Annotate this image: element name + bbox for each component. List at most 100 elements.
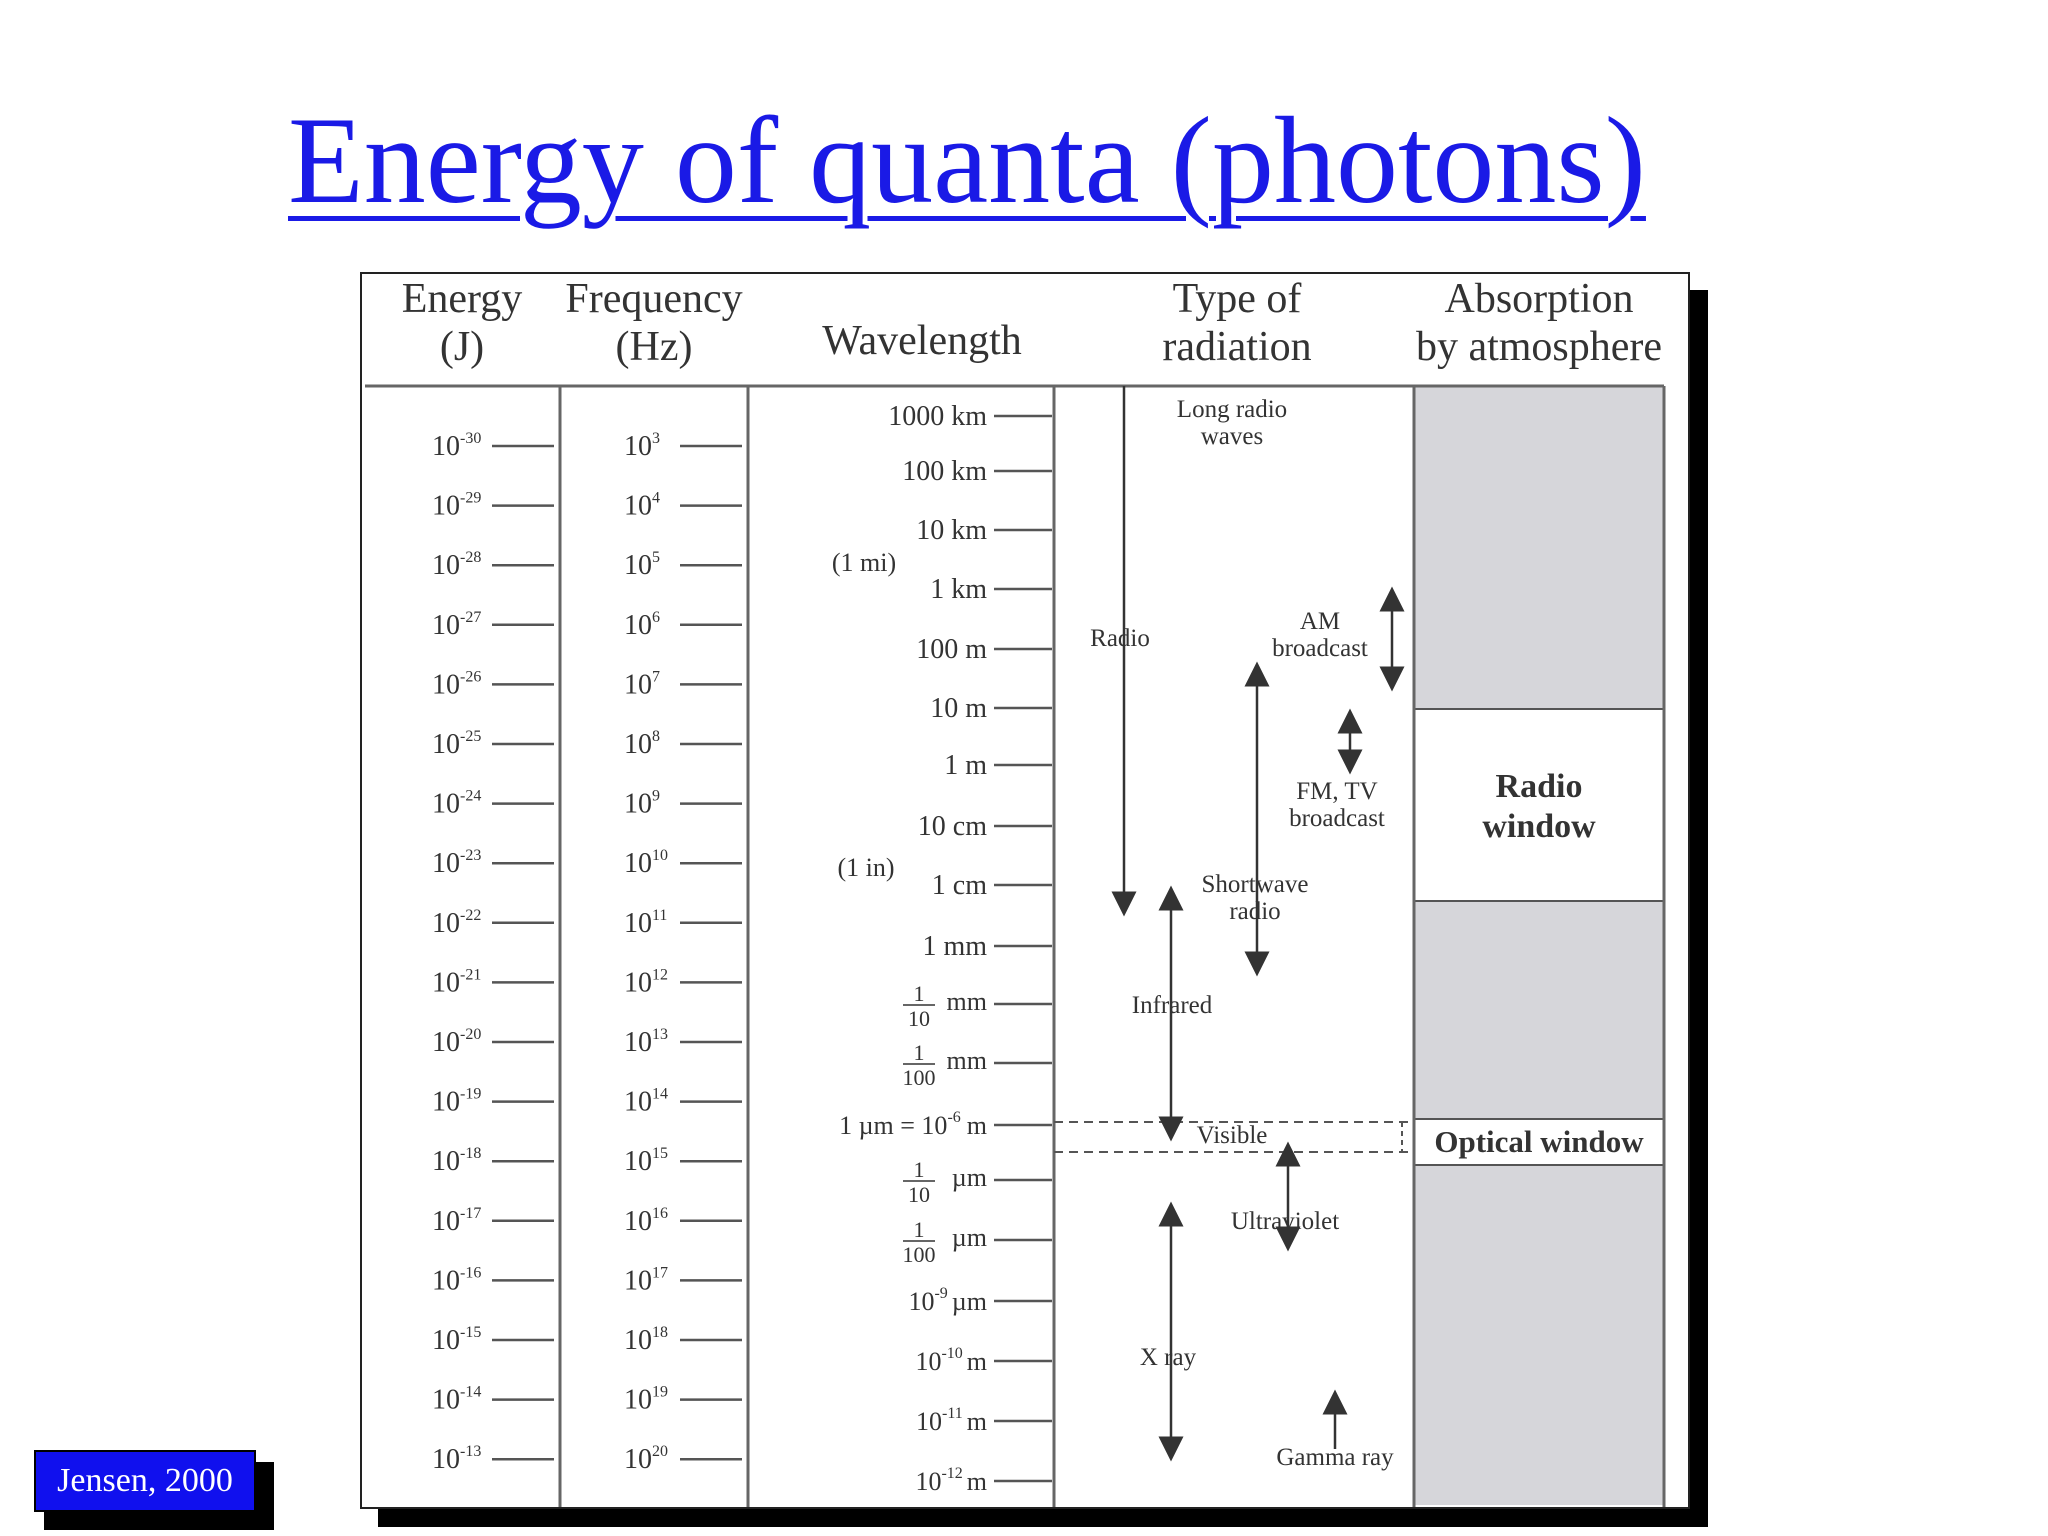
frequency-tick-label: 1018	[624, 1324, 668, 1356]
frequency-tick-label: 103	[624, 430, 660, 462]
table-frame	[365, 384, 1666, 1507]
svg-text:mm: mm	[947, 987, 987, 1016]
energy-tick-label: 10-22	[432, 907, 481, 939]
header-type: Type of radiation	[1162, 276, 1311, 370]
wavelength-ticks: 1000 km 100 km 10 km 1 km 100 m 10 m 1 m 10 cm 1…	[839, 401, 1052, 1496]
frequency-tick-label: 107	[624, 668, 660, 700]
label-ultraviolet: Ultraviolet	[1231, 1208, 1339, 1235]
wavelength-fraction-label: 110 mm	[903, 981, 987, 1031]
frequency-tick-label: 1013	[624, 1026, 668, 1058]
wavelength-tick-label: 10 cm	[918, 811, 987, 842]
energy-tick-label: 10-16	[432, 1264, 481, 1296]
credit-label: Jensen, 2000	[34, 1450, 256, 1512]
wavelength-tick-label: 10 km	[916, 515, 987, 546]
spectrum-diagram: Energy (J) Frequency (Hz) Wavelength Type …	[365, 276, 1666, 1507]
energy-tick-label: 10-24	[432, 788, 481, 820]
absorption-bands	[1414, 386, 1664, 1505]
inch-note: (1 in)	[837, 853, 894, 882]
label-am: AM broadcast	[1272, 608, 1368, 662]
svg-text:1: 1	[914, 1040, 925, 1065]
wavelength-tick-label: 1 µm = 10-6 m	[839, 1109, 987, 1140]
frequency-tick-label: 1020	[624, 1443, 668, 1475]
wavelength-tick-label: 1 mm	[922, 931, 987, 962]
label-long-radio: Long radio waves	[1177, 396, 1287, 450]
wavelength-tick-label: 10-9 µm	[908, 1285, 987, 1316]
label-infrared: Infrared	[1132, 992, 1213, 1019]
absorbed-band-infrared	[1414, 901, 1664, 1119]
wavelength-fraction-label: 110 µm	[903, 1157, 987, 1207]
frequency-ticks: 103 104 105 106 107 108 109 1010 1011 1012 1013 101…	[624, 430, 742, 1475]
frequency-tick-label: 1017	[624, 1264, 668, 1296]
wavelength-tick-label: 1 m	[944, 750, 987, 781]
wavelength-tick-label: 10 m	[930, 693, 987, 724]
optical-window-band	[1414, 1119, 1664, 1165]
label-optical-window: Optical window	[1434, 1124, 1644, 1159]
label-gamma: Gamma ray	[1276, 1444, 1394, 1471]
wavelength-tick-label: 10-10 m	[915, 1345, 987, 1376]
energy-tick-label: 10-15	[432, 1324, 481, 1356]
svg-text:1: 1	[914, 981, 925, 1006]
frequency-tick-label: 1010	[624, 847, 668, 879]
energy-tick-label: 10-26	[432, 668, 481, 700]
wavelength-tick-label: 10-12 m	[915, 1465, 987, 1496]
svg-text:1: 1	[914, 1157, 925, 1182]
energy-tick-label: 10-21	[432, 966, 481, 998]
frequency-tick-label: 1012	[624, 966, 668, 998]
radio-window-band	[1414, 709, 1664, 901]
frequency-tick-label: 106	[624, 609, 660, 641]
label-radio-window: Radio window	[1482, 768, 1596, 845]
svg-text:µm: µm	[952, 1223, 987, 1252]
radiation-arrows	[1111, 386, 1405, 1462]
wavelength-tick-label: 100 m	[916, 634, 987, 665]
wavelength-tick-label: 1 cm	[932, 870, 987, 901]
frequency-tick-label: 1015	[624, 1145, 668, 1177]
svg-text:100: 100	[903, 1065, 936, 1090]
frequency-tick-label: 1019	[624, 1384, 668, 1416]
energy-tick-label: 10-18	[432, 1145, 481, 1177]
frequency-tick-label: 104	[624, 490, 660, 522]
energy-tick-label: 10-28	[432, 549, 481, 581]
label-xray: X ray	[1140, 1344, 1197, 1371]
column-headers: Energy (J) Frequency (Hz) Wavelength Type …	[402, 276, 1662, 370]
label-fm-tv: FM, TV broadcast	[1289, 778, 1385, 832]
energy-tick-label: 10-20	[432, 1026, 481, 1058]
energy-tick-label: 10-13	[432, 1443, 481, 1475]
wavelength-tick-label: 10-11 m	[916, 1405, 987, 1436]
energy-tick-label: 10-23	[432, 847, 481, 879]
svg-text:10: 10	[908, 1182, 930, 1207]
absorbed-band-radio-long	[1414, 386, 1664, 709]
energy-tick-label: 10-29	[432, 490, 481, 522]
energy-tick-label: 10-19	[432, 1086, 481, 1118]
energy-tick-label: 10-14	[432, 1384, 481, 1416]
energy-ticks: 10-30 10-29 10-28 10-27 10-26 10-25 10-24 10-23…	[432, 430, 554, 1475]
label-radio: Radio	[1090, 625, 1150, 652]
slide-title: Energy of quanta (photons)	[288, 92, 1646, 229]
svg-text:10: 10	[908, 1006, 930, 1031]
svg-text:mm: mm	[947, 1046, 987, 1075]
energy-tick-label: 10-27	[432, 609, 481, 641]
svg-text:µm: µm	[952, 1163, 987, 1192]
frequency-tick-label: 109	[624, 788, 660, 820]
frequency-tick-label: 1014	[624, 1086, 668, 1118]
energy-tick-label: 10-30	[432, 430, 481, 462]
absorbed-band-short	[1414, 1165, 1664, 1505]
radiation-labels: Long radio waves Radio AM broadcast FM, TV…	[1090, 396, 1394, 1471]
frequency-tick-label: 108	[624, 728, 660, 760]
header-frequency: Frequency (Hz)	[565, 276, 742, 370]
svg-text:1: 1	[914, 1217, 925, 1242]
energy-tick-label: 10-25	[432, 728, 481, 760]
spectrum-figure: Energy (J) Frequency (Hz) Wavelength Type …	[360, 272, 1690, 1509]
wavelength-tick-label: 100 km	[902, 456, 987, 487]
frequency-tick-label: 105	[624, 549, 660, 581]
header-wavelength: Wavelength	[822, 318, 1022, 364]
header-absorption: Absorption by atmosphere	[1416, 276, 1662, 370]
frequency-tick-label: 1011	[624, 907, 667, 939]
svg-text:100: 100	[903, 1242, 936, 1267]
wavelength-tick-label: 1000 km	[888, 401, 987, 432]
wavelength-tick-label: 1 km	[930, 574, 987, 605]
header-energy: Energy (J)	[402, 276, 523, 370]
mile-note: (1 mi)	[832, 548, 896, 577]
frequency-tick-label: 1016	[624, 1205, 668, 1237]
